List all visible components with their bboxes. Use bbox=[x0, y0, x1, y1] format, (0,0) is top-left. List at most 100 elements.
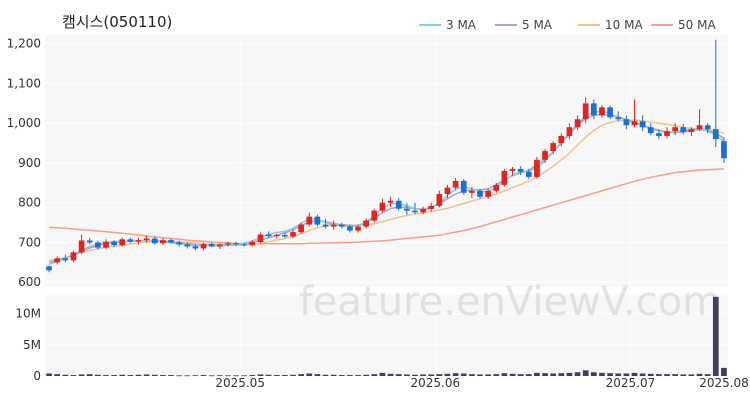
volume-bar bbox=[436, 374, 443, 376]
candle-body bbox=[160, 240, 166, 244]
volume-bar bbox=[273, 375, 280, 376]
candle-body bbox=[95, 242, 101, 248]
volume-bar bbox=[208, 375, 215, 377]
candle bbox=[436, 190, 443, 208]
candle bbox=[566, 123, 573, 140]
price-axis: 600 700 800 900 1,000 1,100 1,200 bbox=[7, 37, 41, 289]
volume-bar bbox=[412, 374, 418, 376]
legend-label: 5 MA bbox=[522, 18, 553, 32]
candle bbox=[403, 202, 410, 215]
candle bbox=[200, 242, 207, 251]
volume-bar bbox=[54, 374, 61, 376]
price-tick-label: 1,100 bbox=[7, 76, 41, 90]
candle-body bbox=[469, 190, 475, 193]
candle bbox=[631, 99, 638, 128]
volume-tick-label: 5M bbox=[23, 338, 41, 352]
candle-body bbox=[290, 232, 296, 237]
candle-body bbox=[704, 125, 711, 130]
candle-body bbox=[639, 121, 646, 128]
candle bbox=[184, 242, 191, 249]
volume-bar bbox=[86, 374, 93, 376]
volume-bar bbox=[664, 374, 670, 376]
candle bbox=[574, 115, 581, 131]
candle-body bbox=[265, 234, 272, 237]
candle bbox=[225, 241, 231, 247]
candle bbox=[160, 237, 166, 245]
candle-body bbox=[558, 135, 565, 144]
candle bbox=[78, 234, 85, 255]
candle-body bbox=[534, 159, 540, 177]
candle bbox=[265, 231, 272, 238]
candle bbox=[469, 186, 475, 198]
volume-bar bbox=[111, 375, 117, 376]
volume-bar bbox=[460, 373, 467, 376]
candle bbox=[460, 178, 467, 195]
volume-bar bbox=[395, 374, 402, 376]
volume-bar bbox=[550, 373, 557, 376]
candle bbox=[70, 250, 77, 263]
candle bbox=[111, 240, 117, 248]
volume-bar bbox=[509, 373, 516, 376]
candle bbox=[501, 168, 508, 187]
candle-body bbox=[688, 129, 695, 132]
candle bbox=[208, 242, 215, 248]
volume-bar bbox=[103, 375, 109, 376]
candle bbox=[192, 244, 199, 251]
candle-body bbox=[200, 244, 207, 249]
volume-bar bbox=[282, 375, 288, 376]
candle bbox=[46, 265, 52, 273]
candle bbox=[322, 218, 329, 229]
price-tick-label: 700 bbox=[18, 235, 41, 249]
candle-body bbox=[420, 209, 426, 213]
volume-bar bbox=[371, 374, 378, 376]
candle bbox=[387, 196, 394, 207]
candle bbox=[95, 240, 101, 250]
volume-bar bbox=[306, 373, 313, 376]
candle bbox=[371, 208, 378, 223]
candle-body bbox=[590, 103, 597, 116]
candle bbox=[176, 240, 183, 247]
volume-bar bbox=[184, 375, 191, 377]
volume-bar bbox=[143, 374, 150, 376]
date-tick-label: 2025.06 bbox=[410, 376, 460, 390]
candle-body bbox=[216, 244, 223, 247]
candle-body bbox=[273, 234, 280, 237]
candle-body bbox=[70, 252, 77, 261]
candle bbox=[680, 124, 687, 135]
volume-bar bbox=[257, 374, 264, 376]
price-tick-label: 800 bbox=[18, 196, 41, 210]
volume-bar bbox=[151, 374, 158, 376]
candle-body bbox=[111, 241, 117, 246]
candle bbox=[338, 222, 345, 229]
volume-tick-label: 0 bbox=[33, 369, 41, 383]
candle bbox=[127, 237, 134, 244]
volume-bar bbox=[403, 374, 410, 376]
volume-bar bbox=[647, 373, 654, 376]
candle bbox=[599, 105, 605, 118]
candle bbox=[550, 141, 557, 155]
volume-bar bbox=[721, 367, 727, 376]
candle bbox=[542, 149, 548, 163]
candle-body bbox=[46, 266, 52, 271]
candle-body bbox=[485, 190, 491, 197]
volume-bar bbox=[355, 375, 361, 376]
candle-body bbox=[664, 131, 670, 136]
candle-body bbox=[460, 180, 467, 193]
candle-body bbox=[257, 234, 264, 243]
volume-bar bbox=[200, 375, 207, 376]
volume-bar bbox=[656, 374, 662, 376]
candle-body bbox=[607, 107, 613, 118]
candle bbox=[216, 243, 223, 249]
legend-label: 3 MA bbox=[446, 18, 477, 32]
candlesticks bbox=[46, 39, 727, 273]
volume-bar bbox=[387, 373, 394, 376]
volume-bar bbox=[469, 374, 475, 376]
candle-body bbox=[78, 240, 85, 253]
watermark: feature.enViewV.com bbox=[299, 279, 721, 325]
volume-bar bbox=[290, 374, 296, 376]
volume-bar bbox=[168, 375, 174, 376]
volume-bar bbox=[298, 374, 304, 376]
candle-body bbox=[233, 243, 239, 245]
price-tick-label: 1,000 bbox=[7, 116, 41, 130]
volume-bar bbox=[590, 372, 597, 376]
